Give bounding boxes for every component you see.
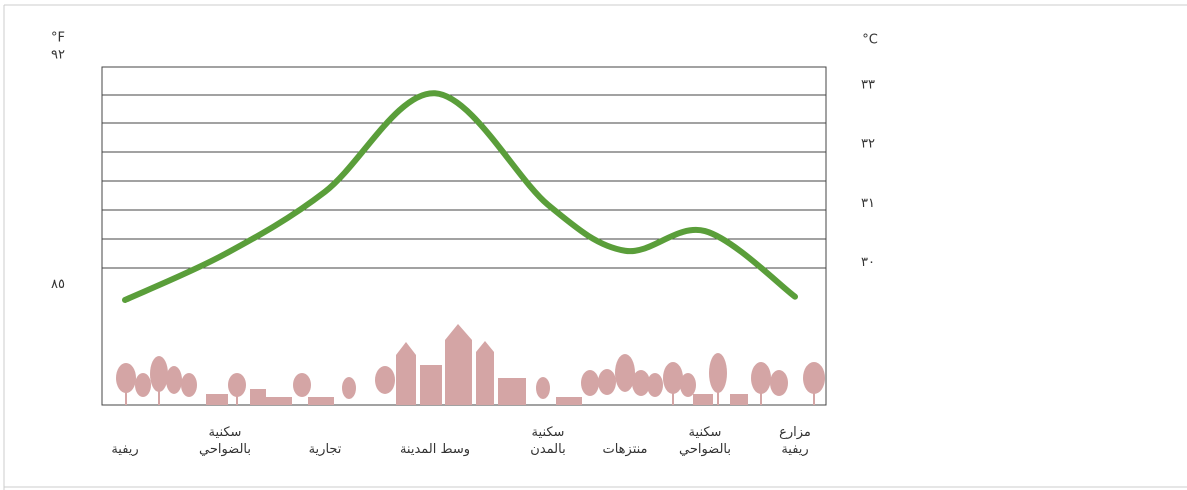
x-tick-label: سكنية بالضواحي [198,425,251,457]
x-tick-label: وسط المدينة [399,442,471,457]
grid [102,94,826,269]
temperature-line [122,90,798,303]
x-tick-label: مزارع ريفية [779,425,811,457]
y2-tick-label: ٣١ [861,196,875,211]
y2-axis-unit: °C [862,33,878,48]
y-tick-label: ٩٢ [51,48,65,63]
x-tick-label: سكنية بالضواحي [678,425,731,457]
y2-tick-label: ٣٢ [861,137,875,152]
y-axis-unit: °F [51,31,65,46]
y2-tick-label: ٣٣ [861,77,875,92]
x-tick-label: سكنية بالمدن [530,425,566,457]
x-tick-label: منتزهات [602,442,648,457]
y-tick-label: ٨٥ [51,277,65,292]
y2-tick-label: ٣٠ [861,255,875,270]
x-tick-label: تجارية [308,442,342,457]
x-tick-label: ريفية [111,442,139,457]
skyline [116,324,825,405]
